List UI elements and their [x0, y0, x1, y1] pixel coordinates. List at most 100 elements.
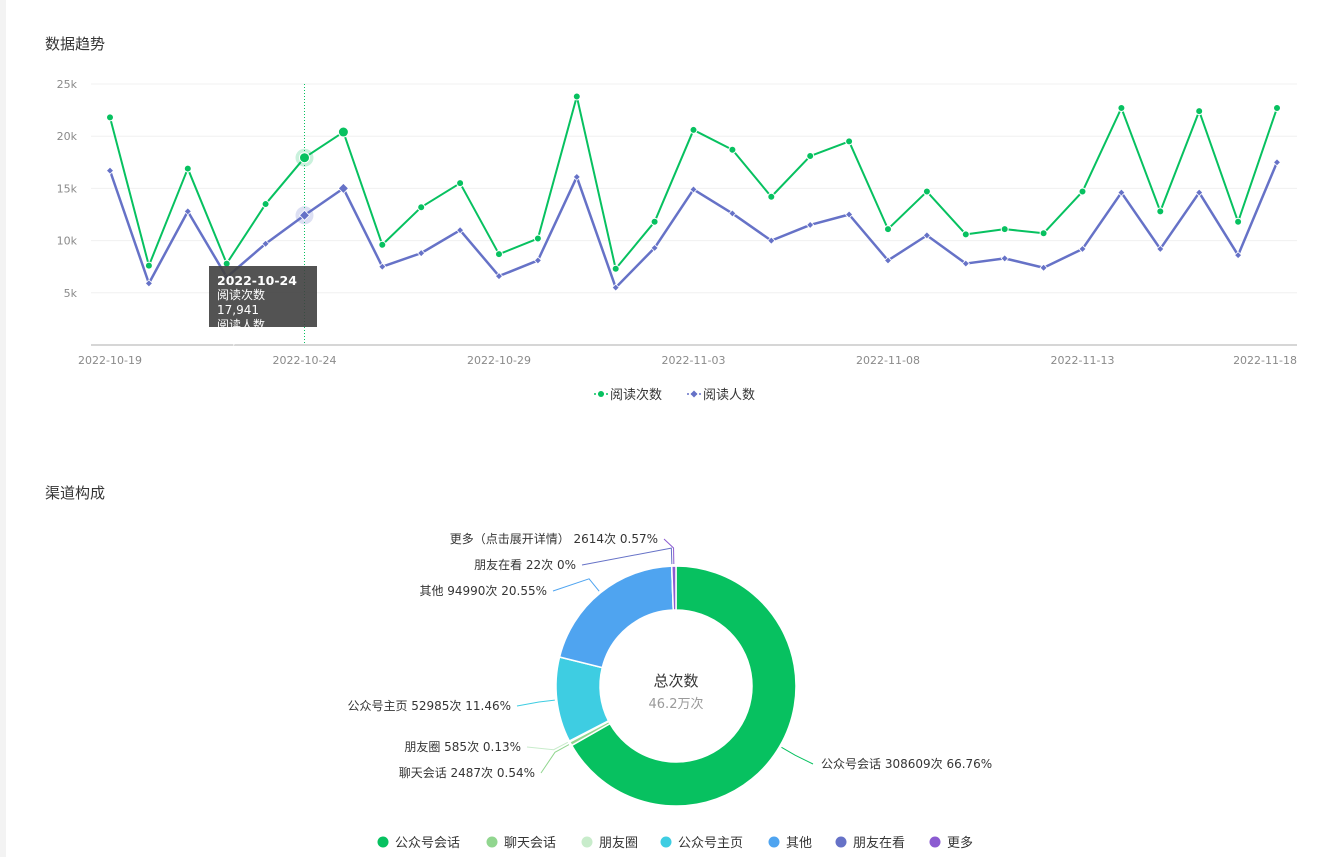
legend-dot-icon — [486, 836, 498, 848]
reads-point[interactable] — [378, 240, 387, 249]
reads-point[interactable] — [1273, 104, 1281, 113]
readers-point[interactable] — [806, 220, 815, 230]
channel-donut-labels: 公众号会话 308609次 66.76% 聊天会话 2487次 0.54% 朋友圈 … — [347, 531, 992, 780]
readers-point[interactable] — [650, 243, 659, 252]
donut-label-line — [540, 744, 570, 774]
reads-point[interactable] — [572, 92, 581, 101]
reads-point[interactable] — [495, 250, 503, 259]
reads-point[interactable] — [611, 264, 620, 273]
readers-point[interactable] — [728, 209, 737, 218]
channel-legend-item-3[interactable]: 公众号主页 — [660, 836, 744, 851]
donut-slice-label: 其他 94990次 20.55% — [419, 584, 547, 598]
donut-label-line — [552, 578, 600, 592]
reads-point[interactable] — [1039, 229, 1048, 238]
reads-point[interactable] — [884, 225, 892, 234]
reads-point[interactable] — [922, 187, 931, 196]
readers-point[interactable] — [533, 256, 542, 265]
donut-slice-6[interactable] — [670, 565, 677, 611]
trend-legend[interactable]: 阅读次数 阅读人数 — [594, 387, 755, 403]
x-tick-label: 2022-11-03 — [662, 354, 726, 367]
readers-point[interactable] — [689, 185, 698, 194]
readers-point[interactable] — [767, 236, 776, 245]
donut-label-line — [516, 699, 555, 707]
reads-point[interactable] — [261, 200, 270, 209]
legend-circle-icon — [598, 391, 604, 397]
readers-point[interactable] — [611, 283, 620, 292]
readers-point[interactable] — [1272, 158, 1282, 167]
readers-point[interactable] — [337, 182, 349, 194]
reads-point[interactable] — [1234, 217, 1243, 226]
donut-slice-0[interactable] — [570, 565, 797, 807]
readers-point[interactable] — [883, 256, 893, 265]
channel-legend-item-2[interactable]: 朋友圈 — [581, 835, 639, 851]
channel-donut[interactable] — [555, 565, 797, 807]
readers-point[interactable] — [378, 262, 387, 271]
tooltip-line-readers: 阅读人数 12,425 — [217, 318, 266, 347]
donut-label-line — [663, 538, 675, 565]
readers-point[interactable] — [1000, 254, 1009, 263]
reads-point[interactable] — [1078, 187, 1087, 196]
left-rule — [0, 0, 6, 857]
reads-point[interactable] — [106, 113, 114, 122]
reads-point[interactable] — [1117, 104, 1126, 113]
reads-point[interactable] — [650, 217, 659, 226]
readers-point[interactable] — [494, 272, 504, 281]
trend-lines[interactable] — [105, 84, 1282, 345]
reads-point[interactable] — [1156, 207, 1165, 216]
legend-label: 公众号会话 — [395, 836, 460, 851]
legend-label: 阅读次数 — [610, 387, 662, 403]
readers-point[interactable] — [105, 166, 115, 175]
series-line-0[interactable] — [109, 95, 1278, 270]
reads-point[interactable] — [1195, 107, 1204, 116]
reads-point[interactable] — [337, 126, 349, 138]
readers-point[interactable] — [1039, 263, 1048, 272]
reads-point[interactable] — [1000, 225, 1009, 234]
readers-point[interactable] — [922, 231, 931, 240]
readers-point[interactable] — [144, 279, 153, 288]
readers-point[interactable] — [183, 207, 192, 216]
readers-point[interactable] — [1117, 188, 1126, 197]
readers-point[interactable] — [845, 210, 854, 219]
readers-point[interactable] — [1234, 251, 1243, 260]
reads-point[interactable] — [728, 145, 737, 154]
donut-slice-label: 聊天会话 2487次 0.54% — [399, 766, 535, 780]
reads-point[interactable] — [689, 125, 698, 134]
reads-point[interactable] — [845, 137, 854, 146]
reads-point[interactable] — [144, 261, 153, 270]
channel-legend-item-0[interactable]: 公众号会话 — [377, 836, 461, 851]
reads-point[interactable] — [183, 164, 192, 173]
channel-legend-item-1[interactable]: 聊天会话 — [486, 836, 557, 851]
readers-point[interactable] — [1078, 244, 1087, 254]
readers-point[interactable] — [572, 172, 581, 181]
reads-point[interactable] — [533, 234, 542, 243]
readers-point[interactable] — [1195, 188, 1204, 197]
readers-point[interactable] — [417, 249, 426, 258]
trend-tooltip: 2022-10-24 阅读次数 17,941 阅读人数 12,425 — [209, 266, 317, 347]
donut-total-label: 总次数 — [653, 672, 699, 690]
readers-point[interactable] — [261, 239, 270, 248]
donut-slice-label: 更多（点击展开详情） 2614次 0.57% — [450, 531, 658, 546]
tooltip-date: 2022-10-24 — [217, 273, 297, 288]
reads-point[interactable] — [961, 230, 970, 239]
legend-label: 朋友圈 — [599, 835, 638, 851]
reads-point[interactable] — [417, 203, 426, 212]
readers-point[interactable] — [961, 259, 970, 268]
y-tick-label: 25k — [57, 78, 78, 91]
x-tick-label: 2022-11-18 — [1233, 354, 1297, 367]
channel-legend-item-6[interactable]: 更多 — [929, 835, 974, 851]
reads-point[interactable] — [456, 179, 465, 188]
donut-slice-label: 朋友在看 22次 0% — [474, 558, 576, 572]
legend-item-1[interactable]: 阅读人数 — [687, 388, 755, 403]
reads-point[interactable] — [806, 152, 815, 161]
donut-slice-4[interactable] — [558, 565, 675, 669]
legend-label: 朋友在看 — [853, 835, 905, 851]
reads-point[interactable] — [767, 192, 776, 201]
channel-legend-item-5[interactable]: 朋友在看 — [835, 835, 906, 851]
readers-point[interactable] — [298, 209, 311, 221]
readers-point[interactable] — [1156, 244, 1165, 254]
reads-point[interactable] — [299, 152, 310, 164]
readers-point[interactable] — [456, 226, 465, 235]
channel-legend[interactable]: 公众号会话 聊天会话 朋友圈 公众号主页 其他 朋友在看 更多 — [377, 835, 974, 851]
channel-legend-item-4[interactable]: 其他 — [768, 836, 813, 851]
legend-item-0[interactable]: 阅读次数 — [594, 387, 662, 403]
